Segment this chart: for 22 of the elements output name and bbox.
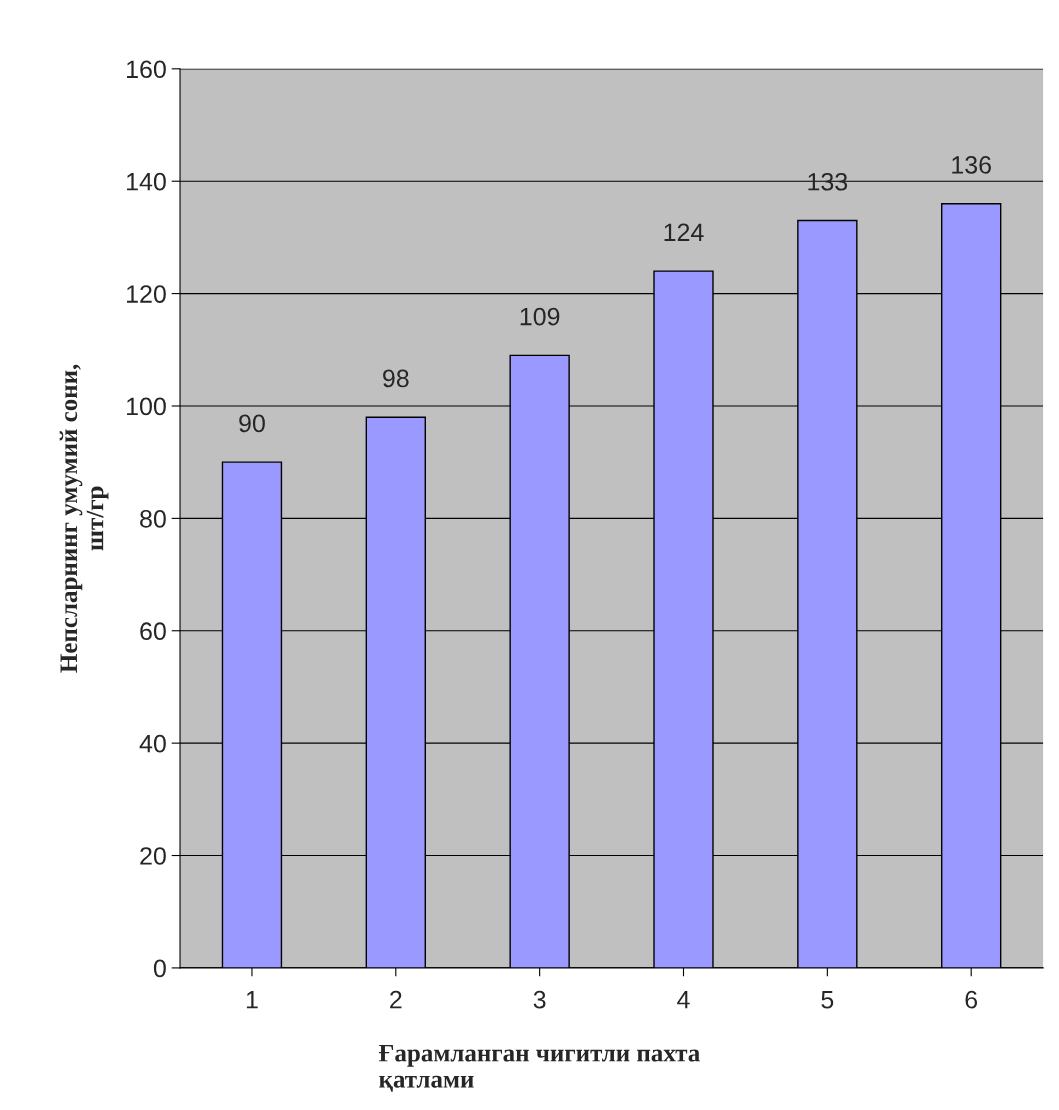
y-tick-label: 0 xyxy=(153,959,166,978)
data-label: 98 xyxy=(383,369,409,388)
data-label: 136 xyxy=(952,156,991,174)
y-tick-label: 40 xyxy=(139,734,166,753)
x-axis-title: Ғарамланган чигитли пахта қатлами xyxy=(378,1044,700,1092)
y-tick-label: 140 xyxy=(127,172,166,191)
y-axis-title: Непсларнинг умумий сони, шт/гр xyxy=(59,364,109,673)
y-tick-label: 120 xyxy=(127,285,166,303)
x-tick-label: 3 xyxy=(533,990,546,1009)
x-tick-label: 5 xyxy=(821,991,834,1009)
data-label: 90 xyxy=(239,414,265,433)
y-tick-label: 60 xyxy=(140,622,166,641)
data-label: 124 xyxy=(664,223,704,241)
y-tick-label: 100 xyxy=(127,397,166,416)
x-tick-label: 6 xyxy=(965,990,978,1009)
data-label: 109 xyxy=(520,307,560,326)
x-tick-label: 2 xyxy=(390,990,402,1009)
y-tick-label: 20 xyxy=(140,847,166,865)
x-tick-label: 1 xyxy=(246,991,258,1009)
x-tick-label: 4 xyxy=(677,991,690,1009)
y-tick-label: 80 xyxy=(140,509,166,528)
y-tick-label: 160 xyxy=(127,60,166,79)
